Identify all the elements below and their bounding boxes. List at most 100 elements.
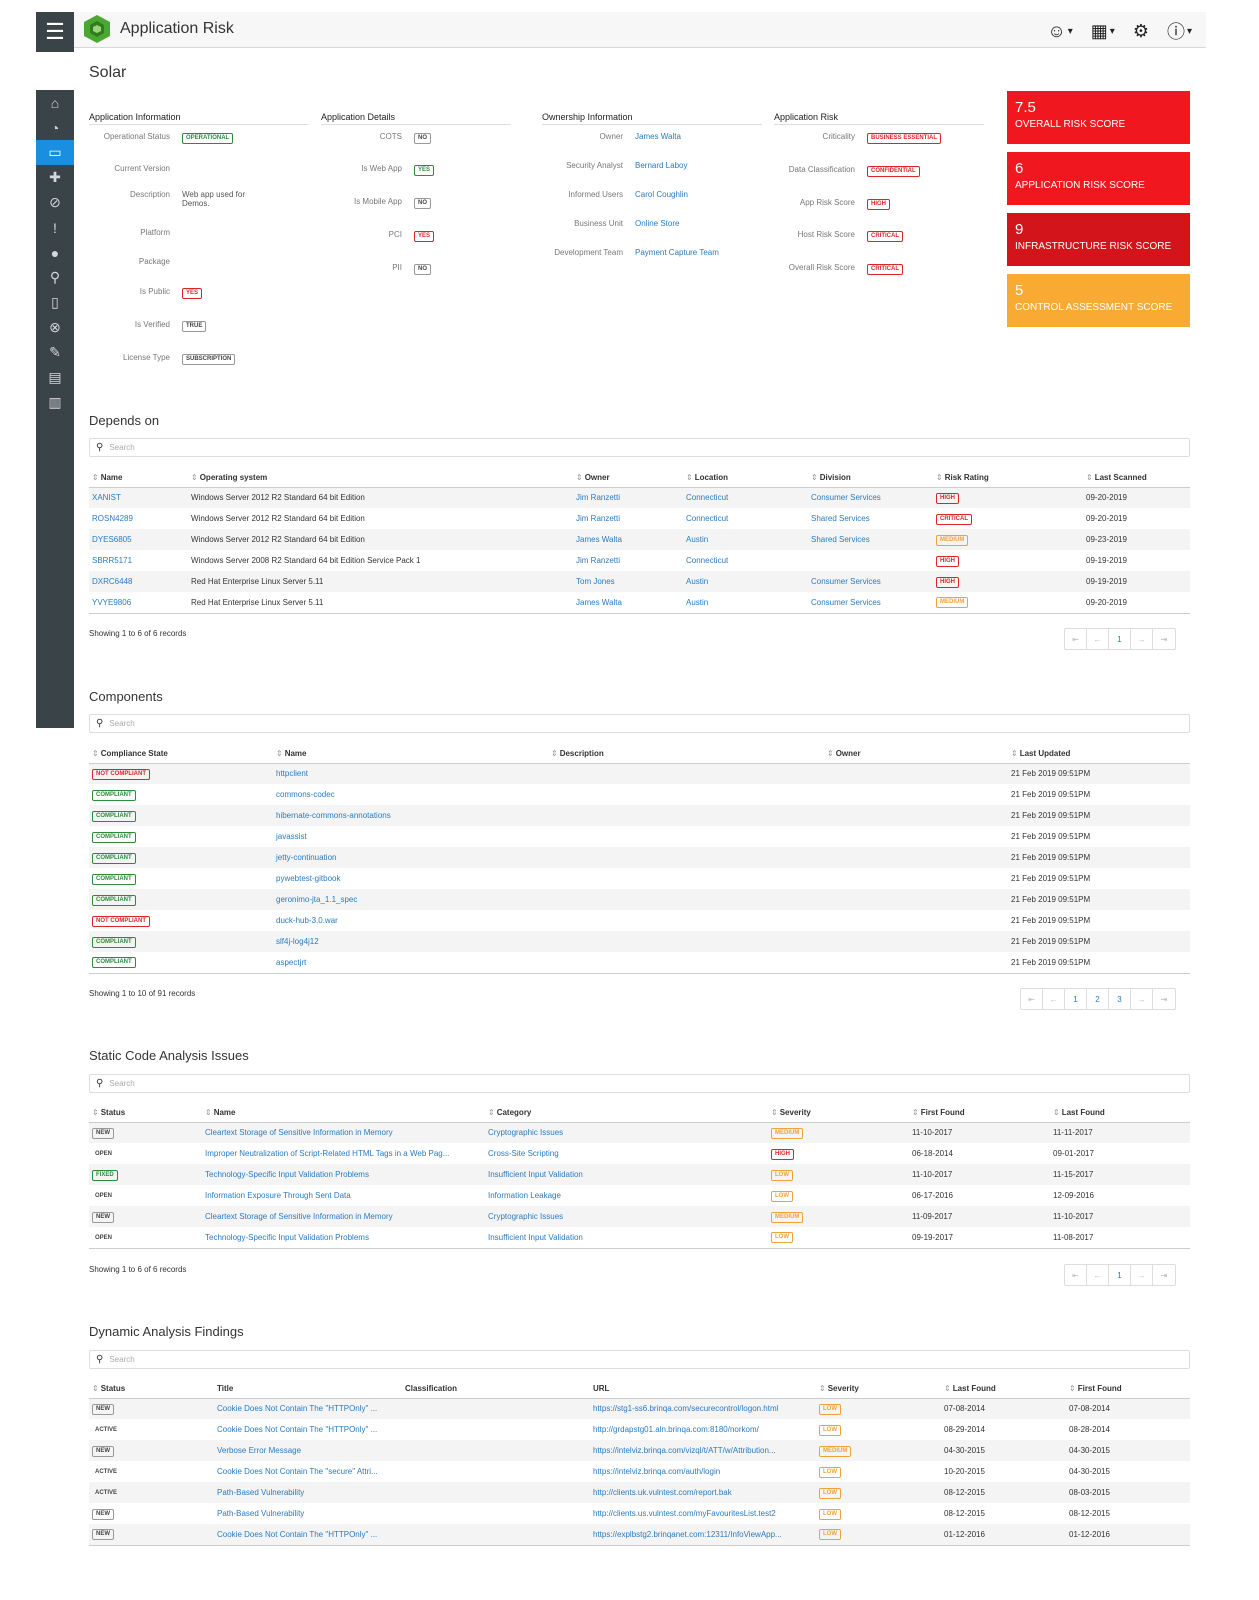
page-number-button[interactable]: 1 bbox=[1065, 989, 1087, 1009]
division-link[interactable]: Shared Services bbox=[811, 514, 870, 523]
page-nav-button[interactable]: ← bbox=[1087, 1265, 1109, 1285]
column-header[interactable]: ⇕ Location bbox=[683, 469, 808, 488]
issue-name-link[interactable]: Technology-Specific Input Validation Pro… bbox=[205, 1232, 369, 1242]
owner-link[interactable]: James Walta bbox=[635, 132, 681, 141]
issue-name-link[interactable]: Information Exposure Through Sent Data bbox=[205, 1191, 351, 1200]
finding-url-link[interactable]: https://stg1-ss6.brinqa.com/securecontro… bbox=[593, 1404, 779, 1414]
table-row[interactable]: FIXED Technology-Specific Input Validatio… bbox=[89, 1164, 1190, 1185]
pencil-icon[interactable]: ✎ bbox=[49, 344, 61, 360]
finding-url-link[interactable]: https://intelviz.brinqa.com/vizql/t/ATT/… bbox=[593, 1446, 776, 1455]
component-name-link[interactable]: slf4j-log4j12 bbox=[276, 937, 319, 946]
hamburger-menu-icon[interactable]: ☰ bbox=[36, 12, 74, 52]
page-nav-button[interactable]: ⇥ bbox=[1160, 994, 1168, 1004]
table-row[interactable]: NOT COMPLIANT duck-hub-3.0.war 21 Feb 2019… bbox=[89, 910, 1190, 931]
page-nav-button[interactable]: ⇥ bbox=[1160, 1270, 1168, 1280]
ban-icon[interactable]: ⊘ bbox=[49, 194, 61, 210]
page-nav-button[interactable]: ⇥ bbox=[1160, 634, 1168, 644]
component-name-link[interactable]: pywebtest-gitbook bbox=[276, 874, 341, 883]
column-header[interactable]: ⇕ Last Updated bbox=[1008, 745, 1190, 764]
owner-link[interactable]: James Walta bbox=[576, 597, 622, 607]
page-nav-button[interactable]: → bbox=[1131, 989, 1153, 1009]
server-icon[interactable]: ▤ bbox=[48, 369, 62, 385]
owner-link[interactable]: James Walta bbox=[576, 535, 622, 544]
location-link[interactable]: Connecticut bbox=[686, 556, 729, 565]
finding-title-link[interactable]: Cookie Does Not Contain The "secure" Att… bbox=[217, 1467, 378, 1476]
finding-title-link[interactable]: Cookie Does Not Contain The "HTTPOnly" .… bbox=[217, 1425, 378, 1434]
issue-name-link[interactable]: Cleartext Storage of Sensitive Informati… bbox=[205, 1212, 393, 1221]
column-header[interactable]: ⇕ Last Found bbox=[1050, 1104, 1190, 1123]
column-header[interactable]: ⇕ Severity bbox=[816, 1380, 941, 1399]
home-icon[interactable]: ⌂ bbox=[50, 94, 60, 111]
page-nav-button[interactable]: → bbox=[1131, 629, 1153, 649]
table-row[interactable]: COMPLIANT hibernate-commons-annotations 21… bbox=[89, 805, 1190, 826]
division-link[interactable]: Consumer Services bbox=[811, 493, 881, 503]
page-nav-button[interactable]: ← bbox=[1087, 629, 1109, 649]
column-header[interactable]: ⇕ Compliance State bbox=[89, 745, 273, 764]
help-icon[interactable]: ⓘ ▾ bbox=[1166, 22, 1192, 42]
table-row[interactable]: NEW Path-Based Vulnerability http://client… bbox=[89, 1503, 1190, 1524]
table-row[interactable]: COMPLIANT javassist 21 Feb 2019 09:51PM bbox=[89, 826, 1190, 847]
page-nav-button[interactable]: ← bbox=[1043, 989, 1065, 1009]
location-link[interactable]: Austin bbox=[686, 597, 709, 607]
column-header[interactable]: ⇕ Status bbox=[89, 1380, 214, 1399]
host-name-link[interactable]: DYES6805 bbox=[92, 535, 132, 544]
issue-name-link[interactable]: Technology-Specific Input Validation Pro… bbox=[205, 1170, 369, 1179]
table-row[interactable]: COMPLIANT slf4j-log4j12 21 Feb 2019 09:51P… bbox=[89, 931, 1190, 952]
page-number-button[interactable]: 1 bbox=[1109, 629, 1131, 649]
page-number-button[interactable]: 3 bbox=[1109, 989, 1131, 1009]
table-row[interactable]: NOT COMPLIANT httpclient 21 Feb 2019 09:51… bbox=[89, 763, 1190, 784]
owner-link[interactable]: Bernard Laboy bbox=[635, 161, 688, 170]
host-name-link[interactable]: YVYE9806 bbox=[92, 597, 132, 607]
column-header[interactable]: ⇕ Severity bbox=[768, 1104, 909, 1123]
page-nav-button[interactable]: ⇤ bbox=[1065, 1265, 1087, 1285]
owner-link[interactable]: Jim Ranzetti bbox=[576, 514, 621, 523]
page-nav-button[interactable]: → bbox=[1131, 1265, 1153, 1285]
bar-chart-icon[interactable]: ▥ bbox=[48, 394, 62, 410]
table-row[interactable]: COMPLIANT commons-codec 21 Feb 2019 09:51P… bbox=[89, 784, 1190, 805]
table-row[interactable]: ROSN4289 Windows Server 2012 R2 Standard … bbox=[89, 508, 1190, 529]
info-icon[interactable]: ● bbox=[50, 244, 60, 261]
owner-link[interactable]: Carol Coughlin bbox=[635, 190, 688, 199]
table-row[interactable]: ACTIVE Cookie Does Not Contain The "HTTPO… bbox=[89, 1419, 1190, 1440]
division-link[interactable]: Consumer Services bbox=[811, 577, 881, 586]
table-row[interactable]: ACTIVE Cookie Does Not Contain The "secur… bbox=[89, 1461, 1190, 1482]
component-name-link[interactable]: hibernate-commons-annotations bbox=[276, 811, 391, 820]
category-link[interactable]: Cross-Site Scripting bbox=[488, 1149, 559, 1158]
host-name-link[interactable]: SBRR5171 bbox=[92, 556, 133, 565]
page-number-button[interactable]: 2 bbox=[1087, 989, 1109, 1009]
owner-link[interactable]: Tom Jones bbox=[576, 577, 615, 586]
location-link[interactable]: Connecticut bbox=[686, 514, 729, 523]
column-header[interactable]: ⇕ First Found bbox=[1066, 1380, 1190, 1399]
user-circle-icon[interactable]: ☺ ▾ bbox=[1047, 20, 1073, 41]
component-name-link[interactable]: geronimo-jta_1.1_spec bbox=[276, 895, 358, 904]
column-header[interactable]: Title bbox=[214, 1380, 402, 1399]
table-row[interactable]: OPEN Information Exposure Through Sent Da… bbox=[89, 1185, 1190, 1206]
column-header[interactable]: ⇕ Operating system bbox=[188, 469, 573, 488]
owner-link[interactable]: Payment Capture Team bbox=[635, 248, 719, 257]
column-header[interactable]: ⇕ Category bbox=[485, 1104, 768, 1123]
category-link[interactable]: Cryptographic Issues bbox=[488, 1128, 564, 1138]
location-link[interactable]: Austin bbox=[686, 535, 709, 544]
column-header[interactable]: ⇕ Last Scanned bbox=[1083, 469, 1190, 488]
column-header[interactable]: ⇕ Description bbox=[548, 745, 824, 764]
dynamic-search-input[interactable]: ⚲ Search bbox=[89, 1350, 1190, 1369]
column-header[interactable]: ⇕ Risk Rating bbox=[933, 469, 1083, 488]
table-row[interactable]: NEW Verbose Error Message https://intelviz… bbox=[89, 1440, 1190, 1461]
exclamation-icon[interactable]: ! bbox=[53, 219, 57, 236]
column-header[interactable]: ⇕ First Found bbox=[909, 1104, 1050, 1123]
mobile-icon[interactable]: ▯ bbox=[51, 294, 59, 310]
page-nav-button[interactable]: ⇤ bbox=[1065, 629, 1087, 649]
component-name-link[interactable]: httpclient bbox=[276, 769, 309, 779]
host-name-link[interactable]: ROSN4289 bbox=[92, 514, 133, 523]
table-row[interactable]: OPEN Improper Neutralization of Script-Re… bbox=[89, 1143, 1190, 1164]
column-header[interactable]: ⇕ Last Found bbox=[941, 1380, 1066, 1399]
finding-url-link[interactable]: https://intelviz.brinqa.com/auth/login bbox=[593, 1467, 721, 1476]
table-row[interactable]: COMPLIANT jetty-continuation 21 Feb 2019 0… bbox=[89, 847, 1190, 868]
gear-icon[interactable]: ⚙ bbox=[1132, 20, 1149, 41]
category-link[interactable]: Cryptographic Issues bbox=[488, 1212, 564, 1221]
puzzle-icon[interactable]: ✚ bbox=[49, 169, 61, 185]
issue-name-link[interactable]: Improper Neutralization of Script-Relate… bbox=[205, 1149, 450, 1158]
division-link[interactable]: Consumer Services bbox=[811, 597, 881, 607]
column-header[interactable]: Classification bbox=[402, 1380, 590, 1399]
table-row[interactable]: SBRR5171 Windows Server 2008 R2 Standard … bbox=[89, 550, 1190, 571]
